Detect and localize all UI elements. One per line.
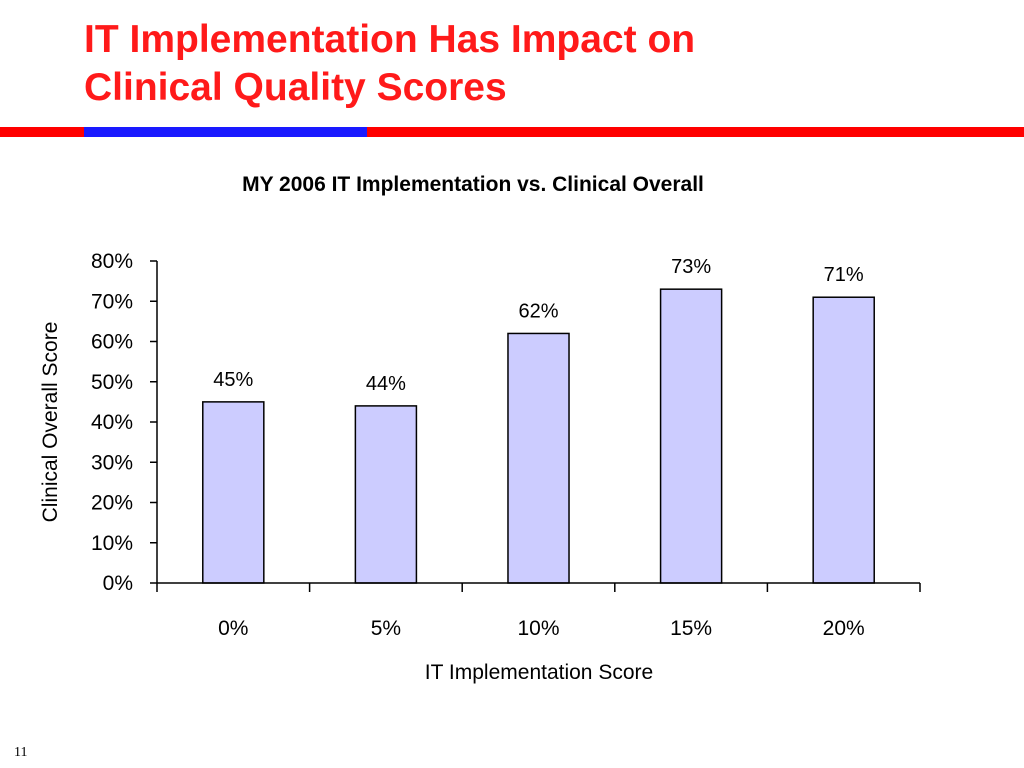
slide-title-line-2: Clinical Quality Scores [84,66,507,109]
slide-title-line-1: IT Implementation Has Impact on [84,18,696,61]
y-tick-label: 10% [91,532,133,555]
bar-15% [659,288,723,584]
x-tick-label: 0% [218,617,248,640]
data-label-15%: 73% [671,256,711,278]
y-axis-title: Clinical Overall Score [39,322,62,523]
title-rule-blue [84,127,367,137]
bars-layer [202,288,875,584]
data-label-0%: 45% [213,369,253,391]
data-label-10%: 62% [518,300,558,322]
bar-5% [354,405,418,584]
title-rule-red [0,127,1024,137]
y-tick-label: 0% [103,572,133,595]
y-tick-label: 80% [91,250,133,273]
x-tick-label: 20% [823,617,865,640]
y-tick-label: 20% [91,492,133,515]
bar-10% [507,332,570,584]
x-axis-title: IT Implementation Score [425,661,653,684]
slide-title: IT Implementation Has Impact on Clinical… [84,16,984,112]
data-label-20%: 71% [824,264,864,286]
y-tick-label: 50% [91,371,133,394]
y-tick-label: 40% [91,411,133,434]
chart-title: MY 2006 IT Implementation vs. Clinical O… [242,173,704,196]
y-tick-label: 70% [91,290,133,313]
data-label-5%: 44% [366,373,406,395]
x-tick-label: 15% [670,617,712,640]
labels-layer: 45% 44% 62% 73% 71% 0% 10% 20% 30% 40% 50% 60% 70% 80… [91,250,865,640]
y-tick-label: 60% [91,331,133,354]
axes-layer [150,260,921,592]
x-tick-label: 5% [371,617,401,640]
x-tick-label: 10% [517,617,559,640]
bar-0% [202,401,265,584]
page-number: 11 [14,745,28,760]
bar-20% [812,296,875,584]
y-tick-label: 30% [91,451,133,474]
